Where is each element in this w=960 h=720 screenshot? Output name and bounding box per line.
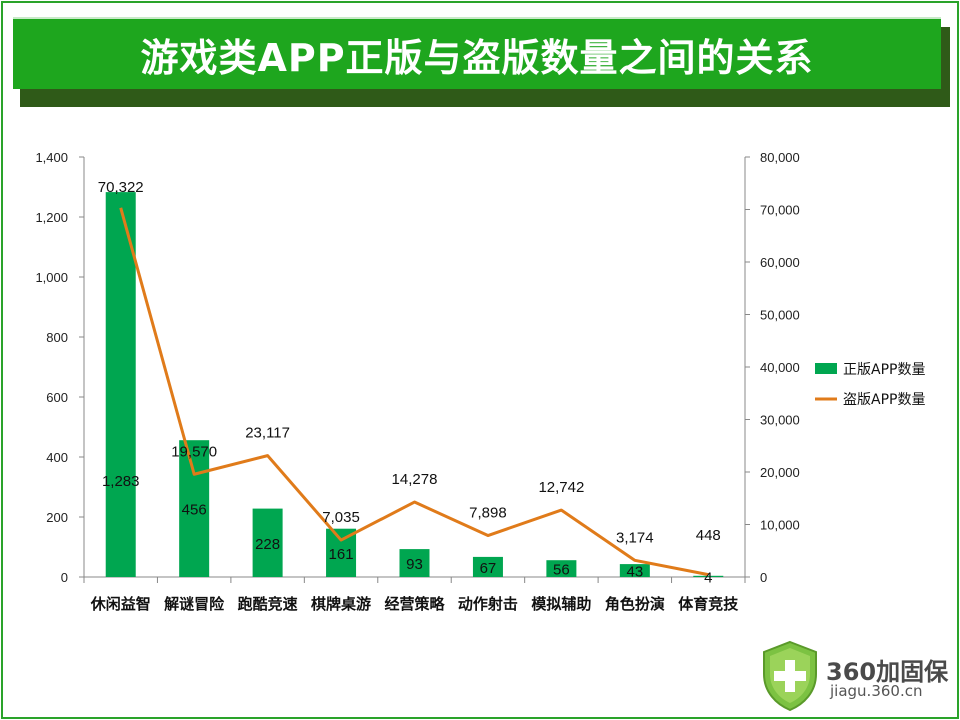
- bar-value-label: 56: [553, 562, 570, 579]
- bar: [619, 564, 650, 577]
- right-tick-label: 40,000: [760, 360, 800, 375]
- legend-entry-line: 盗版APP数量: [843, 392, 925, 408]
- category-label: 模拟辅助: [531, 595, 591, 613]
- line-value-label: 70,322: [98, 179, 144, 196]
- left-tick-label: 1,000: [35, 270, 68, 285]
- category-label: 体育竞技: [678, 595, 739, 613]
- shield-plus-icon: [763, 640, 817, 712]
- right-tick-label: 30,000: [760, 413, 800, 428]
- category-label: 角色扮演: [605, 595, 665, 613]
- line-value-label: 19,570: [171, 443, 217, 460]
- line-value-label: 7,035: [322, 509, 360, 526]
- title-banner: 游戏类APP正版与盗版数量之间的关系: [13, 17, 941, 89]
- right-tick-label: 50,000: [760, 308, 800, 323]
- line-value-label: 14,278: [392, 471, 438, 488]
- left-tick-label: 800: [46, 330, 68, 345]
- category-label: 经营策略: [384, 595, 445, 613]
- left-tick-label: 1,400: [35, 150, 68, 165]
- bar-value-label: 43: [626, 564, 643, 581]
- bar: [105, 192, 136, 577]
- line-value-label: 3,174: [616, 529, 654, 546]
- legend-bar-swatch: [815, 363, 837, 374]
- category-label: 休闲益智: [90, 595, 151, 613]
- left-tick-label: 0: [61, 570, 68, 585]
- right-tick-label: 20,000: [760, 465, 800, 480]
- bar: [546, 560, 577, 577]
- bar-value-label: 67: [480, 560, 497, 577]
- bar: [399, 549, 430, 577]
- line-series: [119, 207, 709, 577]
- bar: [472, 556, 503, 577]
- right-tick-label: 80,000: [760, 150, 800, 165]
- bar: [693, 575, 724, 577]
- right-tick-label: 70,000: [760, 203, 800, 218]
- category-label: 解谜冒险: [164, 595, 225, 613]
- left-tick-label: 600: [46, 390, 68, 405]
- brand-name: 360加固保: [826, 658, 949, 686]
- bar-value-label: 93: [406, 556, 423, 573]
- bar-value-label: 4: [704, 569, 712, 586]
- category-label: 动作射击: [458, 595, 518, 613]
- line-value-label: 23,117: [245, 425, 290, 442]
- bar-value-label: 161: [329, 546, 354, 563]
- right-tick-label: 10,000: [760, 518, 800, 533]
- line-value-label: 12,742: [538, 479, 584, 496]
- bar: [252, 508, 283, 577]
- left-tick-label: 1,200: [35, 210, 68, 225]
- left-tick-label: 200: [46, 510, 68, 525]
- right-tick-label: 60,000: [760, 255, 800, 270]
- right-tick-label: 0: [760, 570, 767, 585]
- bar: [179, 440, 210, 577]
- bar: [326, 528, 357, 577]
- page-title: 游戏类APP正版与盗版数量之间的关系: [140, 35, 814, 80]
- legend-entry-bars: 正版APP数量: [843, 362, 925, 378]
- category-label: 棋牌桌游: [311, 595, 371, 613]
- line-value-label: 448: [696, 527, 721, 544]
- left-tick-label: 400: [46, 450, 68, 465]
- bar-value-label: 456: [182, 502, 207, 519]
- line-value-label: 7,898: [469, 505, 507, 522]
- bar-value-label: 1,283: [102, 473, 140, 490]
- bar-value-label: 228: [255, 536, 280, 553]
- brand-logo: 360加固保 jiagu.360.cn: [760, 640, 950, 714]
- brand-url: jiagu.360.cn: [830, 682, 923, 700]
- category-label: 跑酷竞速: [238, 595, 298, 613]
